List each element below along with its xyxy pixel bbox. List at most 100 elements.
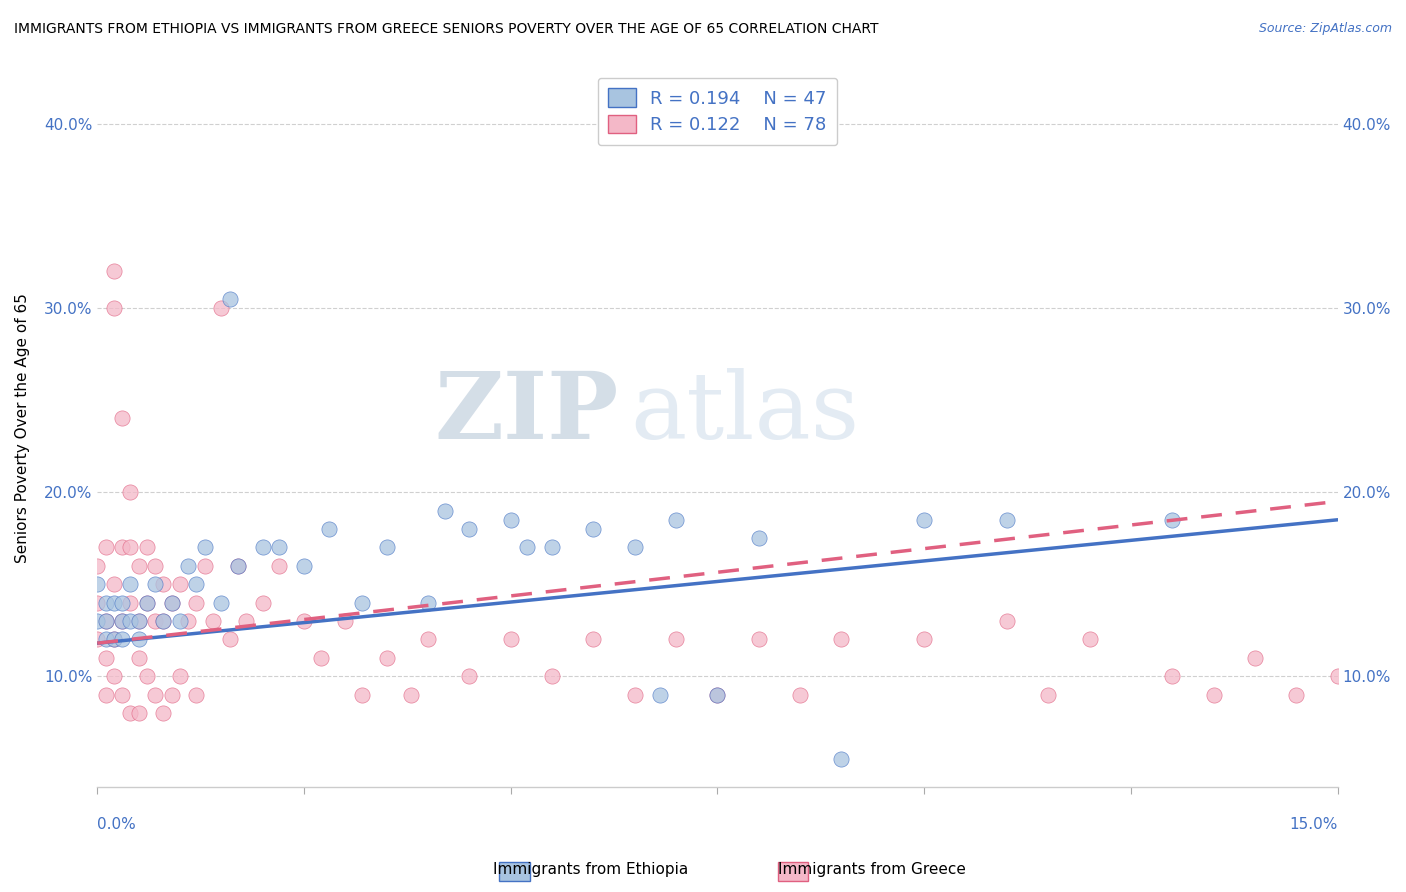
Point [86, 577, 108, 591]
Point [830, 752, 852, 766]
Point [1326, 669, 1348, 683]
Point [995, 614, 1018, 628]
Point [335, 614, 357, 628]
Point [120, 485, 142, 500]
Point [830, 632, 852, 647]
Point [541, 541, 564, 555]
Point [120, 706, 142, 721]
Point [252, 596, 274, 610]
Point [1161, 513, 1184, 527]
Text: Immigrants from Greece: Immigrants from Greece [778, 863, 966, 877]
Point [1038, 688, 1060, 702]
Point [748, 632, 770, 647]
Point [1161, 669, 1184, 683]
Point [499, 513, 522, 527]
Point [111, 688, 134, 702]
Point [995, 513, 1018, 527]
Point [416, 596, 439, 610]
Point [375, 651, 398, 665]
Point [86, 632, 108, 647]
Point [152, 614, 174, 628]
Point [128, 614, 150, 628]
Point [648, 688, 671, 702]
Point [169, 614, 191, 628]
Text: IMMIGRANTS FROM ETHIOPIA VS IMMIGRANTS FROM GREECE SENIORS POVERTY OVER THE AGE : IMMIGRANTS FROM ETHIOPIA VS IMMIGRANTS F… [14, 22, 879, 37]
Point [169, 669, 191, 683]
Point [1244, 651, 1267, 665]
Point [94, 541, 117, 555]
Point [226, 558, 249, 573]
Text: ZIP: ZIP [434, 368, 619, 458]
Point [160, 596, 183, 610]
Point [1285, 688, 1308, 702]
Text: Source: ZipAtlas.com: Source: ZipAtlas.com [1258, 22, 1392, 36]
Point [94, 596, 117, 610]
Point [665, 513, 688, 527]
Point [309, 651, 332, 665]
Point [269, 541, 291, 555]
Point [120, 577, 142, 591]
Point [111, 614, 134, 628]
Text: 15.0%: 15.0% [1289, 817, 1337, 832]
Point [103, 301, 125, 315]
Text: atlas: atlas [631, 368, 860, 458]
Point [135, 596, 157, 610]
Point [665, 632, 688, 647]
Point [186, 577, 208, 591]
Point [218, 632, 240, 647]
Point [177, 614, 200, 628]
Point [160, 596, 183, 610]
Point [401, 688, 423, 702]
Point [143, 558, 166, 573]
Point [103, 632, 125, 647]
Point [152, 577, 174, 591]
Point [111, 632, 134, 647]
Point [94, 688, 117, 702]
Point [350, 688, 373, 702]
Point [416, 632, 439, 647]
Point [194, 541, 217, 555]
Point [318, 522, 340, 536]
Point [706, 688, 728, 702]
Point [120, 541, 142, 555]
Point [458, 522, 481, 536]
Point [120, 614, 142, 628]
Y-axis label: Seniors Poverty Over the Age of 65: Seniors Poverty Over the Age of 65 [15, 293, 30, 563]
Point [1202, 688, 1225, 702]
Point [152, 706, 174, 721]
Point [120, 596, 142, 610]
Point [135, 669, 157, 683]
Point [912, 513, 935, 527]
Point [152, 614, 174, 628]
Point [143, 577, 166, 591]
Point [128, 614, 150, 628]
Point [86, 614, 108, 628]
Point [1078, 632, 1101, 647]
Text: Immigrants from Ethiopia: Immigrants from Ethiopia [494, 863, 688, 877]
Point [194, 558, 217, 573]
Point [292, 558, 315, 573]
Point [789, 688, 811, 702]
Point [103, 669, 125, 683]
Text: 0.0%: 0.0% [97, 817, 136, 832]
Point [143, 614, 166, 628]
Point [748, 531, 770, 545]
Point [541, 669, 564, 683]
Point [103, 577, 125, 591]
Point [135, 596, 157, 610]
Point [458, 669, 481, 683]
Point [582, 522, 605, 536]
Point [623, 541, 645, 555]
Point [433, 503, 456, 517]
Point [111, 411, 134, 425]
Point [235, 614, 257, 628]
Point [1368, 688, 1391, 702]
Point [128, 632, 150, 647]
Point [269, 558, 291, 573]
Point [128, 651, 150, 665]
Point [169, 577, 191, 591]
Point [160, 688, 183, 702]
Point [912, 632, 935, 647]
Point [103, 632, 125, 647]
Point [209, 596, 232, 610]
